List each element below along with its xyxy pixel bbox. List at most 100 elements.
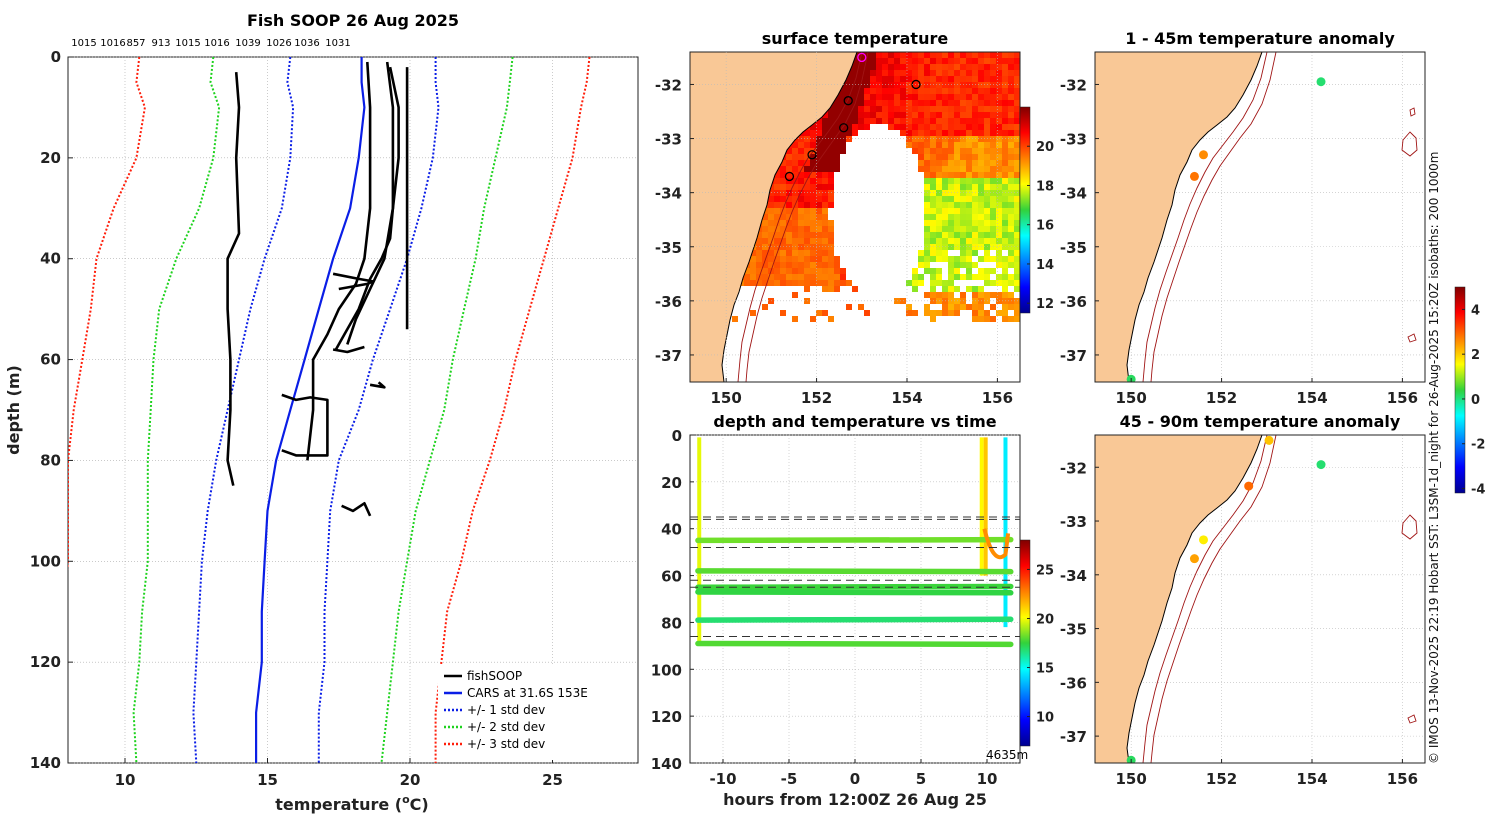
sst-cell [804,190,810,196]
sst-cell [972,130,978,136]
anom2-ytick-label: -32 [1060,459,1087,477]
sst-cell [774,274,780,280]
sst-cell [966,52,972,58]
sst-cell [864,94,870,100]
sst-cell [918,148,924,154]
profile-series-carsat316s153e [255,57,366,763]
sst-cell [1014,208,1020,214]
sst-cell [936,310,942,316]
sst-cell [780,232,786,238]
sst-cell [882,88,888,94]
sst-cell [954,286,960,292]
sst-cell [798,256,804,262]
sst-cell [828,148,834,154]
profile-series--2 [132,57,221,763]
sst-cell [810,214,816,220]
anom1-point [1198,150,1208,160]
sst-cell [882,70,888,76]
sst-cell [942,226,948,232]
sst-cell [822,262,828,268]
anom1-ytick-label: -34 [1060,185,1087,203]
sst-cell [768,226,774,232]
sst-cell [900,58,906,64]
sst-cell [930,70,936,76]
sst-cell [966,118,972,124]
sst-cell [954,202,960,208]
sst-cell [966,232,972,238]
sst-cell [1014,136,1020,142]
sst-cell [942,118,948,124]
sst-cell [930,238,936,244]
sst-cell [852,124,858,130]
sst-cell [930,118,936,124]
sst-cell [978,142,984,148]
sst-cell [774,280,780,286]
sst-cell [1008,148,1014,154]
sst-cell [786,232,792,238]
sst-cell [924,112,930,118]
sst-cell [954,232,960,238]
sst-cell [870,118,876,124]
sst-cell [1002,142,1008,148]
sst-cell [810,202,816,208]
sst-cell [894,118,900,124]
sst-cell [972,136,978,142]
sst-cell [972,52,978,58]
sst-cell [996,226,1002,232]
sst-cell [762,256,768,262]
sst-cell [1002,94,1008,100]
sst-cell [876,52,882,58]
sst-cell [840,142,846,148]
sst-cell [942,310,948,316]
sst-cell [786,274,792,280]
sst-cell [984,208,990,214]
sst-cell [966,274,972,280]
sst-cell [930,172,936,178]
profile-xlabel-main: temperature ( [275,795,402,814]
sst-cell [1002,304,1008,310]
sst-cell [954,100,960,106]
sst-cell [1002,292,1008,298]
anom1-point [1189,171,1199,181]
profile-top-label: 1031 [325,38,350,49]
sst-cell [930,256,936,262]
sst-cell [912,268,918,274]
sst-cell [828,202,834,208]
sst-cell [924,196,930,202]
sst-cell [852,118,858,124]
sst-cell [846,88,852,94]
sst-cell [996,76,1002,82]
sst-cell [816,178,822,184]
sst-cell [816,226,822,232]
profile-top-label: 913 [151,38,170,49]
sst-cell [780,274,786,280]
sst-cell [1014,124,1020,130]
sst-cell [894,94,900,100]
sst-cell [822,214,828,220]
sst-cell [990,100,996,106]
sst-cell [978,64,984,70]
sst-cell [960,262,966,268]
sst-ytick-label: -32 [655,76,682,94]
sst-title: surface temperature [762,29,949,48]
sst-cell [948,106,954,112]
sst-cell [816,238,822,244]
sst-cell [978,106,984,112]
sst-cell [912,310,918,316]
anom1-ytick-label: -33 [1060,131,1087,149]
sst-cell [948,172,954,178]
sst-cell [942,70,948,76]
sst-cell [906,124,912,130]
sst-cell [984,190,990,196]
sst-cell [816,166,822,172]
sst-cell [948,124,954,130]
sst-cell [942,82,948,88]
sst-cell [948,256,954,262]
sst-cell [792,268,798,274]
sst-cell [942,88,948,94]
sst-cell [966,58,972,64]
sst-cell [990,238,996,244]
sst-cell [816,202,822,208]
sst-cell [768,280,774,286]
sst-cell [810,262,816,268]
